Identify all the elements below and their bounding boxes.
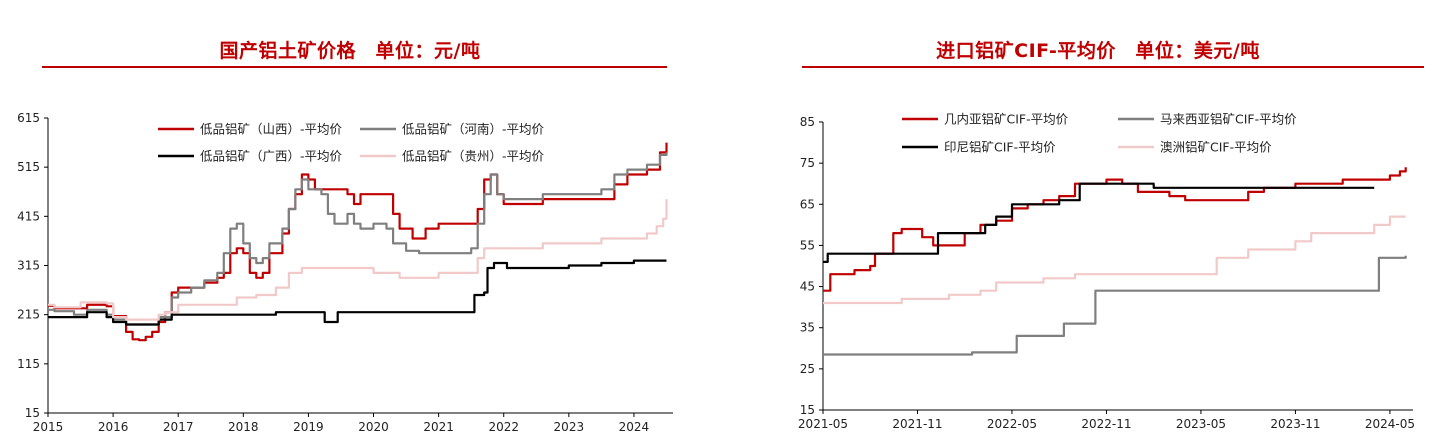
legend-label: 印尼铝矿CIF-平均价 — [944, 140, 1056, 155]
x-tick-label: 2021-05 — [798, 417, 848, 431]
legend-label: 低品铝矿（贵州）-平均价 — [402, 149, 545, 164]
legend-label: 澳洲铝矿CIF-平均价 — [1160, 140, 1272, 155]
legend-label: 低品铝矿（山西）-平均价 — [200, 122, 343, 137]
chart-title: 进口铝矿CIF-平均价 单位：美元/吨 — [936, 40, 1260, 62]
x-tick-label: 2022-11 — [1081, 417, 1131, 431]
y-tick-label: 45 — [800, 280, 815, 294]
chart-panel-domestic: 国产铝土矿价格 单位：元/吨 615 515 415 315 215 115 15 2015 2… — [0, 0, 700, 447]
x-tick-label: 2018 — [228, 420, 259, 434]
x-tick-label: 2022-05 — [987, 417, 1037, 431]
y-tick-label: 115 — [17, 357, 40, 371]
x-tick-label: 2020 — [358, 420, 389, 434]
x-tick-label: 2019 — [293, 420, 324, 434]
x-tick-label: 2024-05 — [1365, 417, 1415, 431]
series-line-4 — [48, 199, 668, 321]
title-underline — [802, 66, 1424, 68]
y-tick-label: 515 — [17, 160, 40, 174]
series-line-1 — [823, 167, 1407, 292]
legend-label: 几内亚铝矿CIF-平均价 — [944, 112, 1069, 127]
title-underline — [42, 66, 667, 68]
chart-panel-import: 进口铝矿CIF-平均价 单位：美元/吨 85 75 65 55 45 35 25 15 2021… — [750, 0, 1446, 447]
y-tick-label: 415 — [17, 209, 40, 223]
series-line-3 — [823, 182, 1375, 263]
y-tick-label: 55 — [800, 238, 815, 252]
chart-title: 国产铝土矿价格 单位：元/吨 — [219, 40, 481, 62]
legend-label: 马来西亚铝矿CIF-平均价 — [1160, 112, 1297, 127]
y-tick-label: 315 — [17, 259, 40, 273]
y-tick-label: 85 — [800, 115, 815, 129]
x-tick-label: 2023 — [554, 420, 585, 434]
y-tick-label: 35 — [800, 321, 815, 335]
series-line-1 — [48, 142, 668, 342]
legend-label: 低品铝矿（河南）-平均价 — [402, 122, 545, 137]
x-tick-label: 2015 — [33, 420, 64, 434]
x-tick-label: 2021-11 — [892, 417, 942, 431]
y-tick-label: 615 — [17, 111, 40, 125]
x-tick-label: 2023-05 — [1176, 417, 1226, 431]
x-tick-label: 2022 — [488, 420, 519, 434]
y-tick-label: 75 — [800, 156, 815, 170]
y-tick-label: 65 — [800, 197, 815, 211]
y-tick-label: 25 — [800, 362, 815, 376]
series-line-2 — [48, 152, 668, 326]
x-tick-label: 2021 — [423, 420, 454, 434]
series-line-3 — [48, 259, 667, 326]
x-tick-label: 2024 — [619, 420, 650, 434]
x-tick-label: 2017 — [163, 420, 194, 434]
y-tick-label: 215 — [17, 308, 40, 322]
series-line-4 — [823, 215, 1406, 305]
series-line-2 — [823, 255, 1407, 356]
legend-label: 低品铝矿（广西）-平均价 — [200, 149, 343, 164]
y-tick-label: 15 — [25, 406, 40, 420]
x-tick-label: 2016 — [98, 420, 129, 434]
y-tick-label: 15 — [800, 403, 815, 417]
x-tick-label: 2023-11 — [1270, 417, 1320, 431]
